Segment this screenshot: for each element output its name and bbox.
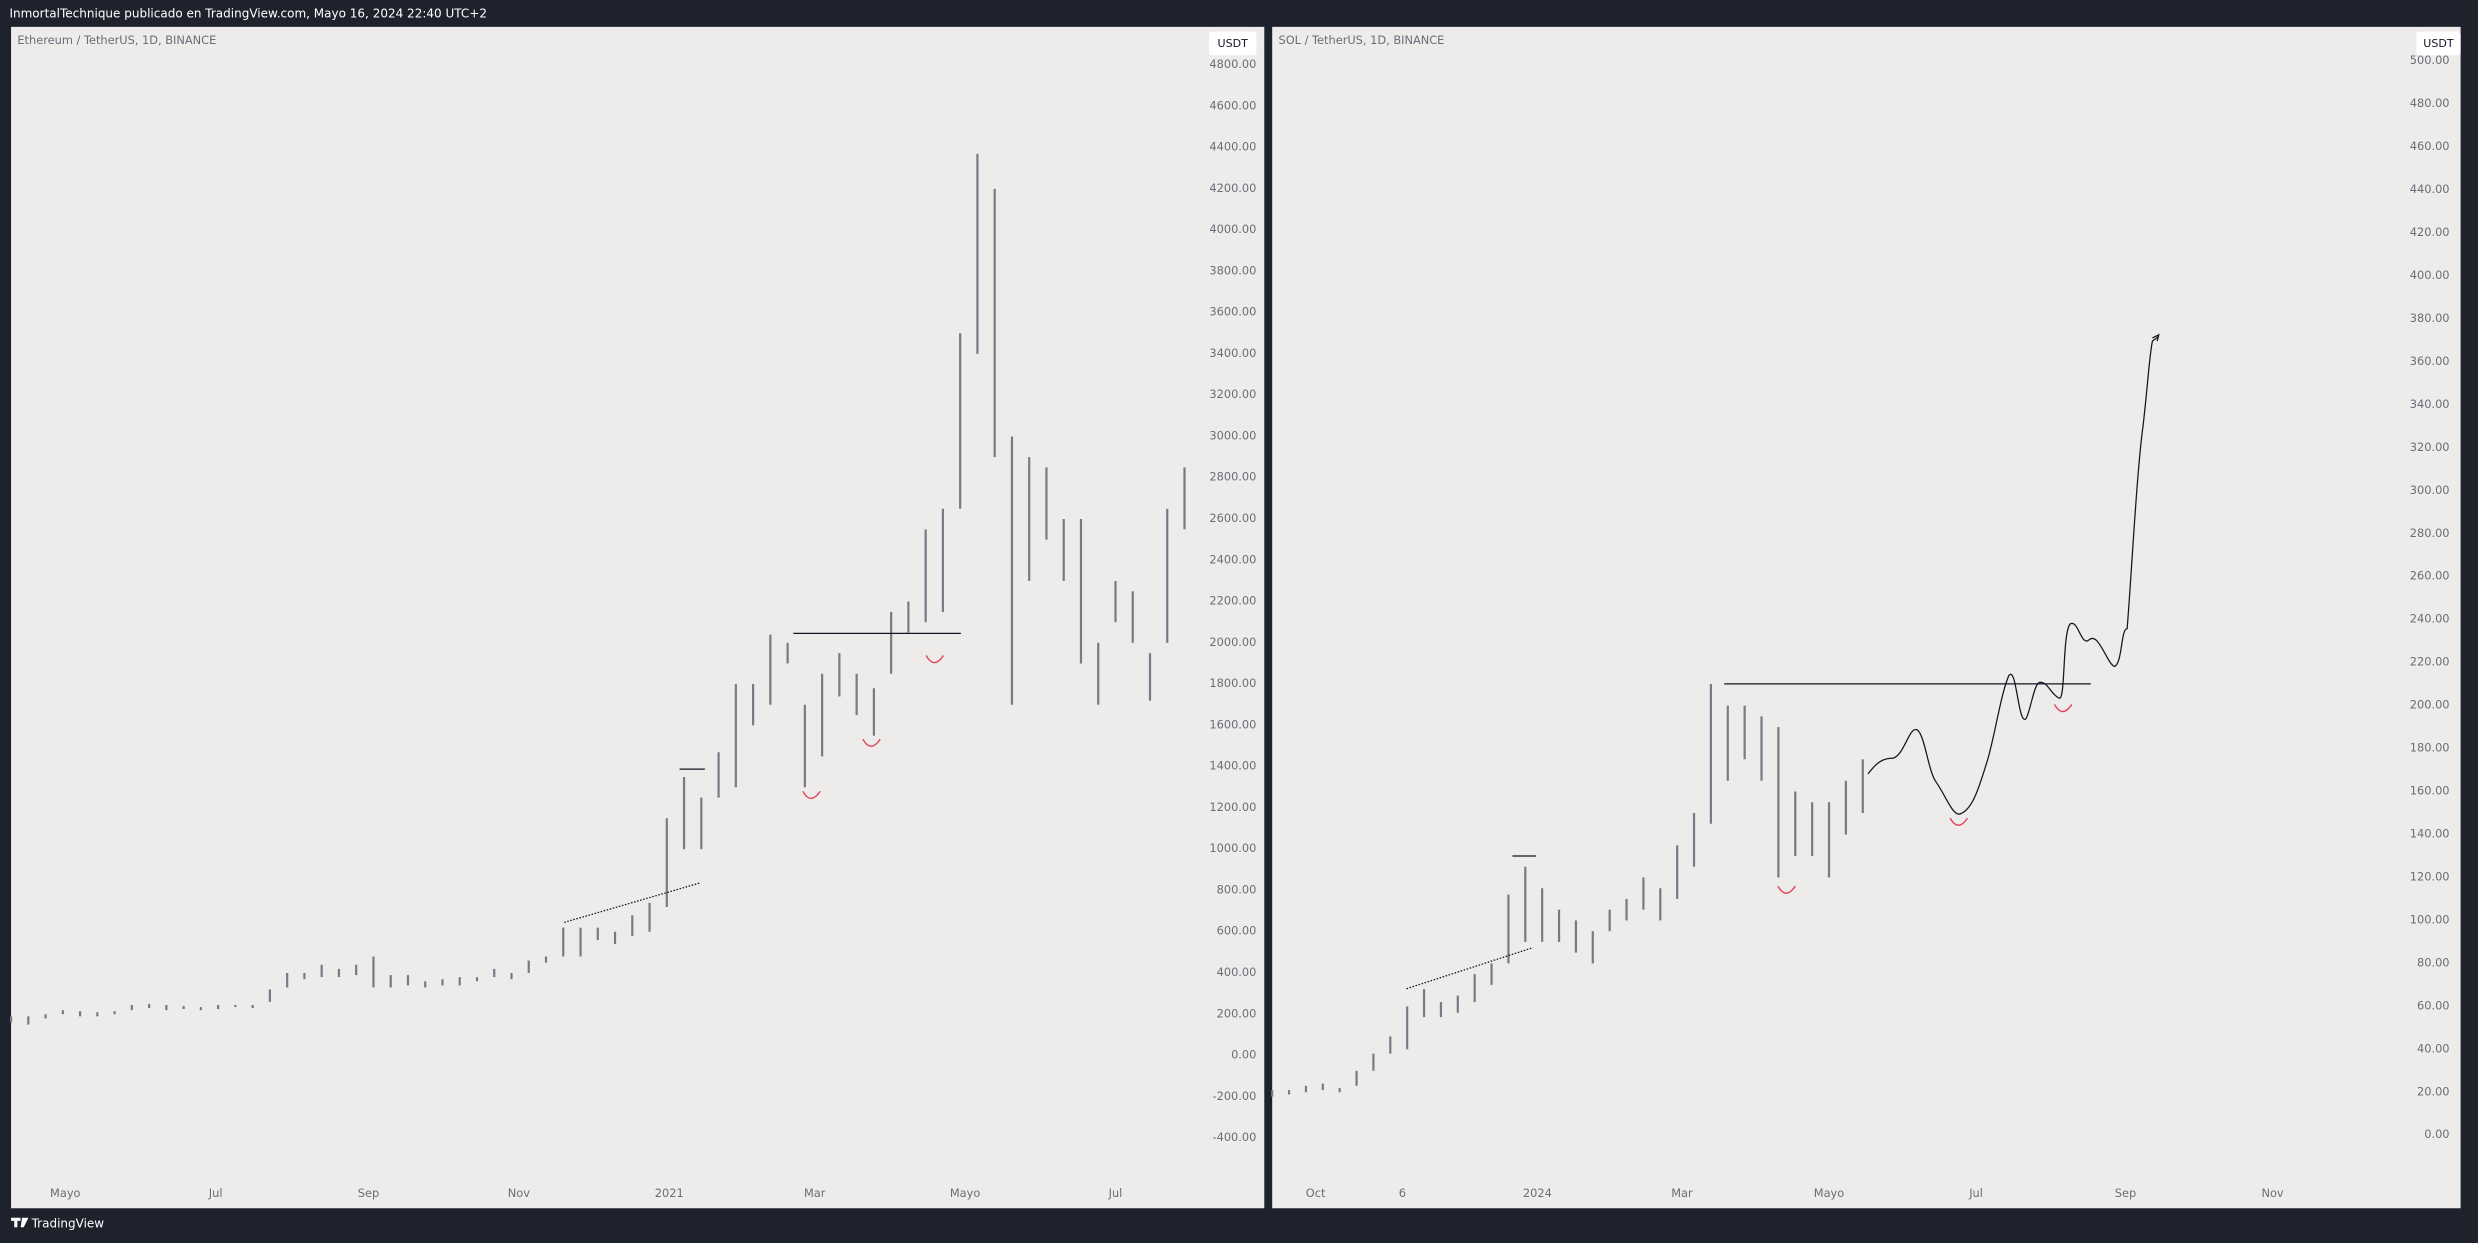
y-tick-label: 4200.00 <box>1209 181 1256 195</box>
x-tick-label: 2024 <box>1523 1186 1552 1200</box>
highlights <box>802 655 2073 894</box>
chart-title: SOL / TetherUS, 1D, BINANCE <box>1279 33 1445 47</box>
x-tick-label: 6 <box>1399 1186 1406 1200</box>
chart-title: Ethereum / TetherUS, 1D, BINANCE <box>17 33 216 47</box>
bottom-mark <box>862 738 881 747</box>
panel-left <box>11 26 1265 1209</box>
y-tick-label: 2400.00 <box>1209 552 1256 566</box>
y-tick-label: 1200.00 <box>1209 800 1256 814</box>
y-tick-label: 440.00 <box>2410 182 2450 196</box>
y-tick-label: 20.00 <box>2417 1084 2450 1098</box>
y-tick-label: 4600.00 <box>1209 98 1256 112</box>
y-tick-label: 420.00 <box>2410 225 2450 239</box>
y-tick-label: 1600.00 <box>1209 717 1256 731</box>
panel-right <box>1272 26 2461 1209</box>
x-tick-label: Mayo <box>50 1186 80 1200</box>
trend-line <box>1406 947 1534 990</box>
y-tick-label: 2600.00 <box>1209 511 1256 525</box>
y-tick-label: 1800.00 <box>1209 676 1256 690</box>
x-tick-label: Mar <box>1671 1186 1693 1200</box>
y-tick-label: 3200.00 <box>1209 387 1256 401</box>
y-tick-label: 180.00 <box>2410 741 2450 755</box>
y-tick-label: 300.00 <box>2410 483 2450 497</box>
unit-badge-text: USDT <box>1217 37 1248 50</box>
unit-badge[interactable] <box>1208 31 1257 56</box>
y-tick-label: 200.00 <box>2410 698 2450 712</box>
y-tick-label: 2200.00 <box>1209 594 1256 608</box>
y-tick-label: 80.00 <box>2417 955 2450 969</box>
y-tick-label: 1000.00 <box>1209 841 1256 855</box>
y-tick-label: 4800.00 <box>1209 57 1256 71</box>
x-tick-label: Mayo <box>1814 1186 1844 1200</box>
y-tick-label: 340.00 <box>2410 397 2450 411</box>
x-tick-label: Oct <box>1306 1186 1326 1200</box>
brand[interactable]: TradingView <box>31 1217 105 1231</box>
x-tick-label: Mar <box>804 1186 826 1200</box>
y-tick-label: 220.00 <box>2410 655 2450 669</box>
x-tick-label: 2021 <box>655 1186 684 1200</box>
y-tick-label: 3800.00 <box>1209 263 1256 277</box>
unit-badge-text: USDT <box>2423 37 2454 50</box>
y-tick-label: 1400.00 <box>1209 759 1256 773</box>
y-tick-label: 0.00 <box>2424 1127 2449 1141</box>
x-tick-label: Sep <box>358 1186 379 1200</box>
y-tick-label: 0.00 <box>1231 1048 1256 1062</box>
y-tick-label: 4400.00 <box>1209 140 1256 154</box>
bottom-mark <box>1777 885 1796 894</box>
y-tick-label: 3600.00 <box>1209 305 1256 319</box>
bottom-mark <box>2053 704 2073 713</box>
y-tick-label: 120.00 <box>2410 869 2450 883</box>
y-tick-label: 480.00 <box>2410 96 2450 110</box>
y-tick-label: 280.00 <box>2410 526 2450 540</box>
bottom-mark <box>1949 817 1969 826</box>
drawings <box>564 333 2160 990</box>
projection-arrow <box>2152 333 2160 342</box>
trend-line <box>564 882 701 923</box>
x-tick-label: Sep <box>2115 1186 2136 1200</box>
y-tick-label: 400.00 <box>1217 965 1257 979</box>
y-tick-label: 200.00 <box>1217 1006 1257 1020</box>
y-tick-label: 240.00 <box>2410 612 2450 626</box>
unit-badge[interactable] <box>2416 31 2461 56</box>
y-tick-label: 60.00 <box>2417 998 2450 1012</box>
y-tick-label: 320.00 <box>2410 440 2450 454</box>
y-tick-label: 400.00 <box>2410 268 2450 282</box>
header-title: InmortalTechnique publicado en TradingVi… <box>9 7 486 21</box>
bottom-mark <box>925 655 945 664</box>
y-tick-label: 500.00 <box>2410 53 2450 67</box>
y-tick-label: 380.00 <box>2410 311 2450 325</box>
projection-path <box>1867 335 2160 815</box>
y-tick-label: 160.00 <box>2410 784 2450 798</box>
y-tick-label: 460.00 <box>2410 139 2450 153</box>
x-tick-label: Nov <box>508 1186 530 1200</box>
y-tick-label: 140.00 <box>2410 827 2450 841</box>
y-tick-label: 360.00 <box>2410 354 2450 368</box>
y-tick-label: 2000.00 <box>1209 635 1256 649</box>
x-tick-label: Jul <box>1108 1186 1123 1200</box>
brand-logo <box>11 1217 29 1228</box>
y-tick-label: -400.00 <box>1213 1130 1257 1144</box>
y-tick-label: 3000.00 <box>1209 428 1256 442</box>
y-tick-label: 600.00 <box>1217 924 1257 938</box>
y-tick-label: 40.00 <box>2417 1041 2450 1055</box>
x-tick-label: Jul <box>208 1186 223 1200</box>
y-tick-label: 4000.00 <box>1209 222 1256 236</box>
marks: 4800.00 4600.00 4400.00 4200.00 4000.00 3800.… <box>9 53 2450 1200</box>
bottom-mark <box>802 790 821 800</box>
y-tick-label: -200.00 <box>1213 1089 1257 1103</box>
y-tick-label: 2800.00 <box>1209 470 1256 484</box>
y-tick-label: 260.00 <box>2410 569 2450 583</box>
y-tick-label: 3400.00 <box>1209 346 1256 360</box>
y-tick-label: 100.00 <box>2410 912 2450 926</box>
x-tick-label: Nov <box>2261 1186 2283 1200</box>
x-tick-label: Mayo <box>950 1186 980 1200</box>
x-tick-label: Jul <box>1968 1186 1983 1200</box>
y-tick-label: 800.00 <box>1217 882 1257 896</box>
